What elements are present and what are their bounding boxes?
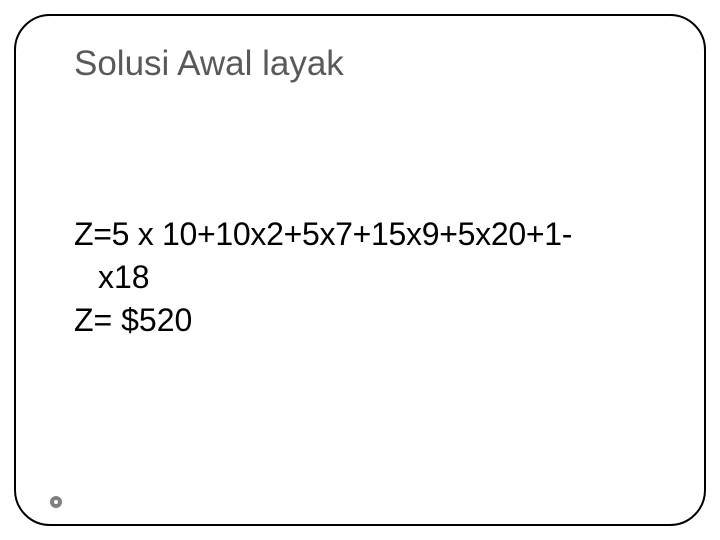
slide-body: Z=5 x 10+10x2+5x7+15x9+5x20+1- x18 Z= $5… — [74, 216, 654, 339]
slide-title: Solusi Awal layak — [74, 44, 344, 84]
equation-line-1: Z=5 x 10+10x2+5x7+15x9+5x20+1- — [74, 216, 654, 253]
slide: Solusi Awal layak Z=5 x 10+10x2+5x7+15x9… — [0, 0, 720, 540]
equation-line-2: x18 — [74, 259, 654, 296]
slide-frame: Solusi Awal layak Z=5 x 10+10x2+5x7+15x9… — [14, 14, 706, 526]
equation-result: Z= $520 — [74, 302, 654, 339]
bullet-icon — [50, 496, 62, 508]
